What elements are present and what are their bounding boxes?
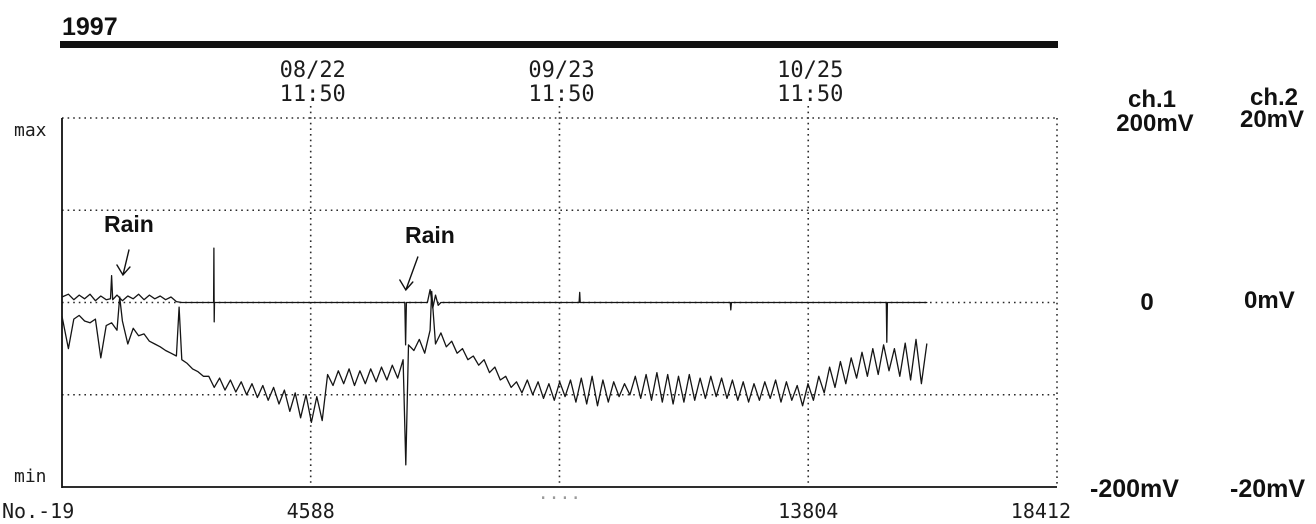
y-axis-max-label: max	[14, 120, 47, 141]
top-tick-date: 08/22	[280, 58, 346, 83]
channel-2-name: ch.2	[1250, 84, 1298, 111]
top-tick-date: 10/25	[777, 58, 843, 83]
channel-1-zero-label: 0	[1140, 289, 1153, 316]
y-axis-min-label: min	[14, 466, 47, 487]
title-bar	[60, 41, 1058, 48]
channel-2-min-label: -20mV	[1230, 475, 1305, 503]
annotation-label: Rain	[405, 222, 455, 248]
channel-1-max-label: 200mV	[1116, 110, 1193, 137]
chart-title: 1997	[62, 13, 118, 41]
x-tick-label: 18412	[1011, 499, 1071, 523]
x-tick-label: 4588	[287, 499, 335, 523]
annotation-arrow	[399, 256, 419, 292]
channel-2-max-label: 20mV	[1240, 106, 1304, 133]
series-line-ch1	[61, 290, 928, 466]
x-tick-label: No.-19	[2, 499, 74, 523]
plot-grid	[61, 106, 1058, 488]
top-tick-time: 11:50	[777, 82, 843, 107]
top-time-ticks: 08/22 11:50 09/23 11:50 10/25 11:50	[280, 58, 844, 107]
x-tick-label: ····	[538, 488, 581, 509]
channel-scales: ch.1 200mV 0 -200mV ch.2 20mV 0mV -20mV	[1090, 84, 1305, 503]
annotation-arrow	[116, 249, 131, 277]
top-tick-time: 11:50	[528, 82, 594, 107]
series-line-ch2	[61, 247, 928, 346]
series-traces	[61, 247, 928, 466]
x-tick-label: 13804	[778, 499, 838, 523]
channel-1-min-label: -200mV	[1090, 475, 1179, 503]
channel-2-zero-label: 0mV	[1244, 287, 1295, 314]
annotation-label: Rain	[104, 211, 154, 237]
top-tick-time: 11:50	[280, 82, 346, 107]
x-tick-labels: No.-19 4588 ···· 13804 18412	[2, 488, 1071, 523]
channel-1-name: ch.1	[1128, 86, 1176, 113]
annotations: Rain Rain	[104, 211, 455, 292]
top-tick-date: 09/23	[528, 58, 594, 83]
